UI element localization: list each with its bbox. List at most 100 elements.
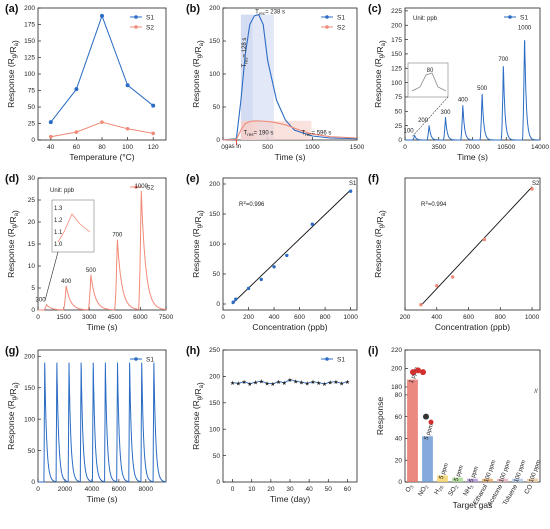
panel-letter: (e) (186, 173, 200, 185)
legend-label: S1 (146, 357, 154, 364)
series-line-S1 (222, 13, 358, 141)
s2-recovery-time-main: T (302, 131, 306, 137)
y-tick-label: 175 (24, 22, 35, 29)
y-axis-label-part: a (199, 212, 205, 216)
y-tick-label: 200 (209, 374, 220, 381)
category-name: Toluene (502, 483, 520, 507)
y-tick-label: 175 (391, 37, 402, 44)
data-point: ★ (333, 379, 338, 386)
y-axis-label-part: g (379, 55, 385, 58)
data-point: ★ (287, 377, 292, 384)
series-line-S2 (50, 121, 154, 138)
y-tick-label: 40 (395, 436, 403, 443)
legend-marker (325, 357, 329, 361)
s2-response-time-main: T (244, 131, 248, 137)
y-axis-label-part: /R (193, 216, 203, 225)
peak-label: 300 (36, 298, 47, 304)
x-tick-label: 200 (243, 314, 254, 321)
bar-tag: 5 ppm (439, 462, 450, 480)
x-tick-label: 0 (36, 486, 40, 493)
y-tick-label: 200 (391, 22, 402, 29)
r-squared-value: =0.996 (246, 202, 265, 208)
data-point (231, 300, 235, 304)
y-tick-label: 150 (391, 51, 402, 58)
x-tick-label: 10 (248, 486, 256, 493)
legend-label: S2 (337, 25, 345, 32)
x-axis-label: Time (day) (270, 494, 310, 504)
y-tick-label: 200 (24, 353, 35, 360)
legend-marker (325, 25, 329, 29)
data-point (450, 275, 455, 279)
plot-frame (222, 349, 358, 483)
y-axis-label-part: ) (195, 210, 205, 213)
x-tick-label: 0 (221, 144, 225, 151)
y-tick-label: 50 (213, 453, 221, 460)
y-tick-label: 0 (216, 479, 220, 486)
y-tick-label: 20 (28, 219, 36, 226)
bar-nh (467, 478, 478, 482)
x-tick-label: 1500 (350, 144, 365, 151)
x-axis-label: Time (s) (457, 152, 488, 162)
category-label: NH3 (462, 483, 475, 497)
bar-tag: 5 ppm (469, 466, 480, 484)
peak-label: 100 (404, 128, 415, 134)
y-axis-label-part: g (379, 225, 385, 228)
data-point: ★ (328, 379, 333, 386)
y-tick-label: 250 (209, 347, 220, 354)
y-tick-label: 180 (391, 384, 402, 391)
y-tick-label: 75 (395, 94, 403, 101)
s2-recovery-time: Trec= 596 s (302, 131, 332, 138)
data-point: ★ (316, 380, 321, 387)
bar-tag: 5 ppm (454, 465, 465, 483)
x-tick-label: 7500 (159, 314, 174, 321)
y-tick-label: 10 (28, 263, 36, 270)
y-axis-label-part: /R (193, 388, 203, 397)
legend-label: S2 (146, 25, 154, 32)
panel-g: 0 2000 4000 6000 8000 0 50 100 150 200 Time (s) Res… (5, 345, 167, 504)
y-tick-label: 220 (391, 347, 402, 354)
data-point (74, 87, 79, 92)
data-point: ★ (299, 379, 304, 386)
bar-no (422, 436, 433, 482)
y-tick-label: 0 (216, 137, 220, 144)
peak-label: 400 (61, 279, 72, 285)
category-label: O3 (404, 483, 415, 494)
fit-line (420, 186, 533, 306)
y-axis-label-part: a (199, 384, 205, 388)
panel-letter: (c) (368, 3, 382, 15)
inset-pointer (44, 251, 59, 302)
panel-f: 200 400 600 800 1000 Concentration (ppb) Respo… (368, 173, 541, 332)
panel-d: 0 1500 3000 4500 6000 7500 0 5 10 15 20 25 30 Time (s… (5, 173, 174, 332)
x-tick-label: 0 (231, 486, 235, 493)
s1-response-time-sub: res (244, 57, 249, 64)
category-name: NO (417, 486, 428, 498)
x-tick-label: 10500 (497, 144, 515, 151)
r-squared-r: R (421, 202, 426, 208)
x-tick-label: 40 (47, 144, 55, 151)
y-axis-label-part: /R (375, 216, 385, 225)
y-tick-label: 15 (28, 241, 36, 248)
peak-label: 500 (86, 268, 97, 274)
category-name: H (433, 488, 442, 496)
bar-tag: 100 ppm (499, 459, 513, 483)
axis-break: // (534, 389, 538, 395)
data-point (530, 187, 534, 191)
y-tick-label: 25 (395, 123, 403, 130)
y-tick-label: 50 (213, 104, 221, 111)
x-tick-label: 1000 (525, 314, 540, 321)
x-tick-label: 4000 (85, 486, 100, 493)
bar-so (452, 477, 463, 482)
s1-response-time-value: = 128 s (242, 38, 248, 58)
y-tick-label: 0 (31, 479, 35, 486)
bar-tag: 5 ppm (424, 423, 435, 441)
legend-marker (134, 25, 138, 29)
x-tick-label: 30 (286, 486, 294, 493)
x-tick-label: 3500 (432, 144, 447, 151)
peak-label: 700 (498, 57, 509, 63)
panel-letter: (b) (186, 3, 200, 15)
y-axis-label: Response (Rg/Ra) (191, 382, 205, 450)
data-point (125, 83, 130, 88)
x-tick-label: 400 (431, 314, 442, 321)
y-tick-label: 100 (209, 241, 220, 248)
y-axis-label: Response (Rg/Ra) (373, 40, 387, 108)
